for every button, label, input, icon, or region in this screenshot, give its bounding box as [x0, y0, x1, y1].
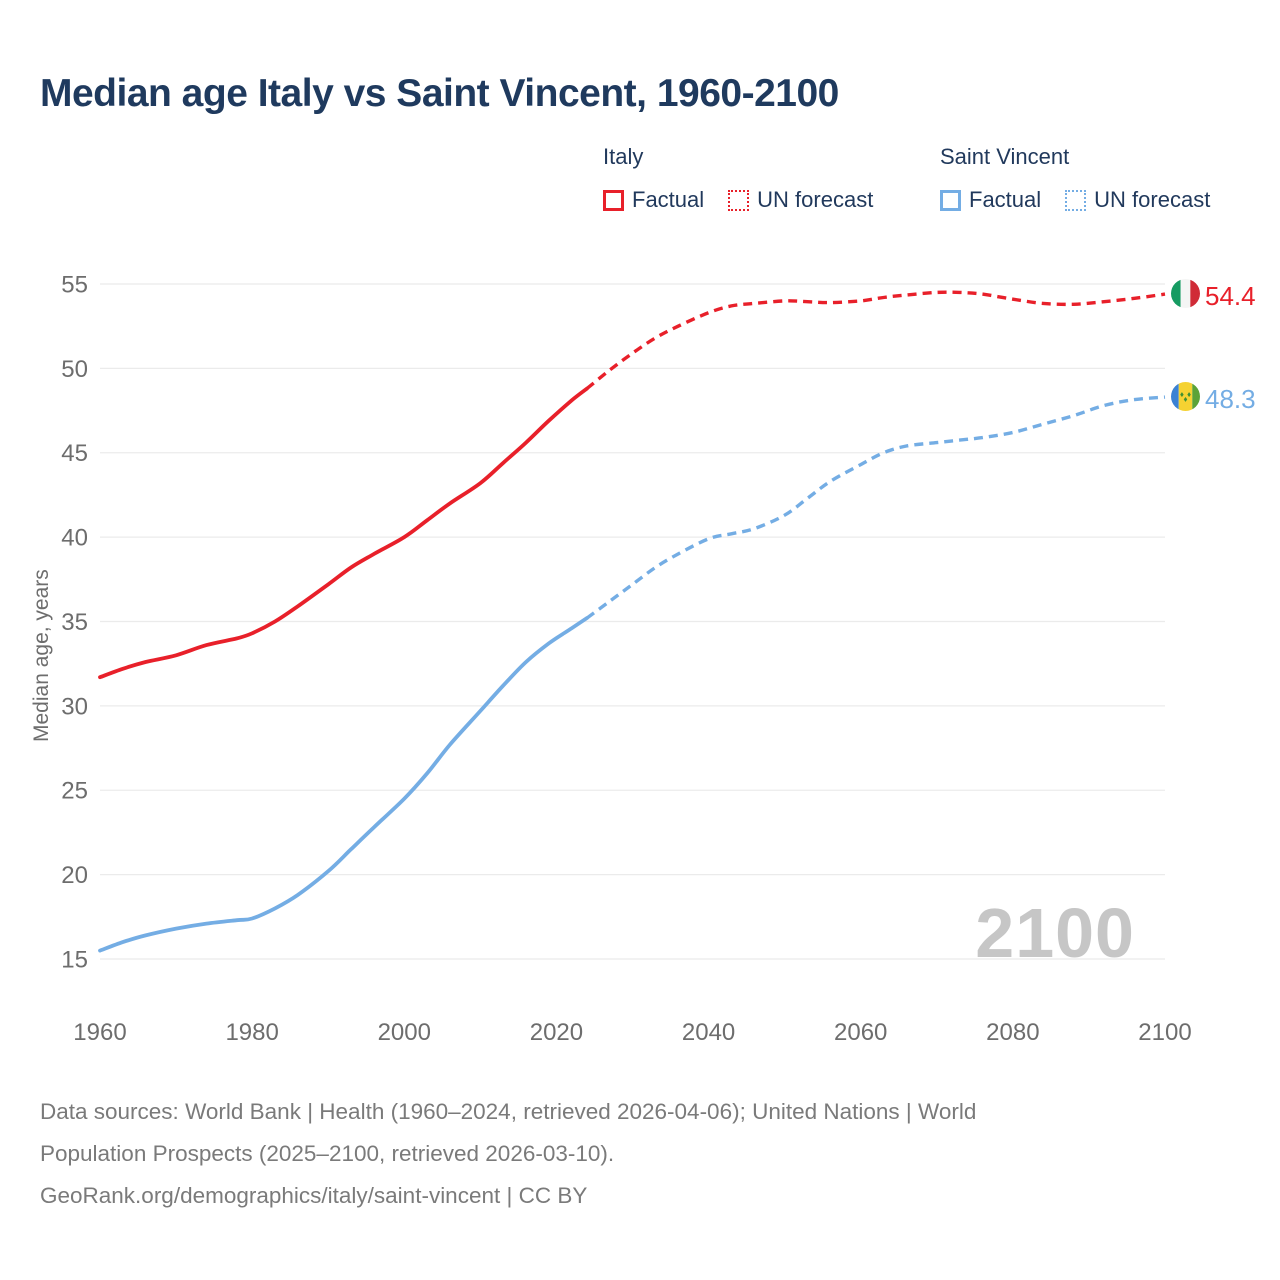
- footer-line-1: Data sources: World Bank | Health (1960–…: [40, 1099, 977, 1124]
- legend-item-sv-forecast: UN forecast: [1065, 187, 1210, 213]
- legend-group-saint-vincent: Saint Vincent Factual UN forecast: [940, 144, 1226, 213]
- y-tick-label: 25: [61, 778, 88, 805]
- y-tick-label: 40: [61, 525, 88, 552]
- footer-line-3: GeoRank.org/demographics/italy/saint-vin…: [40, 1183, 588, 1208]
- legend-row-italy: Factual UN forecast: [603, 187, 889, 213]
- x-tick-label: 2060: [834, 1019, 887, 1046]
- y-tick-label: 15: [61, 946, 88, 973]
- italy-end-value: 54.4: [1205, 281, 1256, 311]
- y-tick-label: 50: [61, 356, 88, 383]
- page-title: Median age Italy vs Saint Vincent, 1960-…: [40, 72, 839, 115]
- saint-vincent-factual-swatch-icon: [940, 189, 961, 211]
- saint-vincent-flag-icon: [1171, 382, 1200, 411]
- y-tick-label: 30: [61, 693, 88, 720]
- legend-item-label: UN forecast: [1094, 187, 1211, 212]
- italy-factual-line: [98, 386, 589, 680]
- legend-item-label: UN forecast: [757, 187, 874, 212]
- legend-row-saint-vincent: Factual UN forecast: [940, 187, 1226, 213]
- legend-group-italy-label: Italy: [603, 144, 644, 169]
- italy-flag-icon: [1171, 279, 1200, 308]
- italy-forecast-line: [585, 290, 1166, 390]
- x-tick-label: 2040: [682, 1019, 735, 1046]
- x-tick-label: 1960: [73, 1019, 126, 1046]
- x-tick-label: 2000: [378, 1019, 431, 1046]
- data-sources-footer: Data sources: World Bank | Health (1960–…: [40, 1091, 1220, 1217]
- y-tick-label: 45: [61, 440, 88, 467]
- footer-line-2: Population Prospects (2025–2100, retriev…: [40, 1141, 615, 1166]
- y-tick-label: 20: [61, 862, 88, 889]
- saint-vincent-factual-line: [98, 616, 589, 953]
- saint-vincent-end-value: 48.3: [1205, 384, 1256, 414]
- line-chart-plot: 15 20 25 30 35 40 45 50 55 1960 1980 2000 2020 2040 20…: [61, 271, 1191, 1046]
- x-tick-label: 2020: [530, 1019, 583, 1046]
- legend-item-sv-factual: Factual: [940, 187, 1041, 213]
- italy-factual-swatch-icon: [603, 189, 624, 211]
- legend-item-label: Factual: [969, 187, 1042, 212]
- y-tick-label: 55: [61, 271, 88, 298]
- legend-item-italy-factual: Factual: [603, 187, 704, 213]
- x-tick-label: 1980: [225, 1019, 278, 1046]
- x-tick-label: 2100: [1138, 1019, 1191, 1046]
- y-tick-label: 35: [61, 609, 88, 636]
- y-axis-title: Median age, years: [30, 569, 53, 742]
- saint-vincent-forecast-line: [585, 395, 1166, 620]
- legend-group-saint-vincent-label: Saint Vincent: [940, 144, 1070, 169]
- legend-group-italy: Italy Factual UN forecast: [603, 144, 889, 213]
- saint-vincent-forecast-swatch-icon: [1065, 189, 1087, 211]
- italy-forecast-swatch-icon: [728, 189, 750, 211]
- x-tick-label: 2080: [986, 1019, 1039, 1046]
- legend-item-label: Factual: [632, 187, 705, 212]
- legend-item-italy-forecast: UN forecast: [728, 187, 873, 213]
